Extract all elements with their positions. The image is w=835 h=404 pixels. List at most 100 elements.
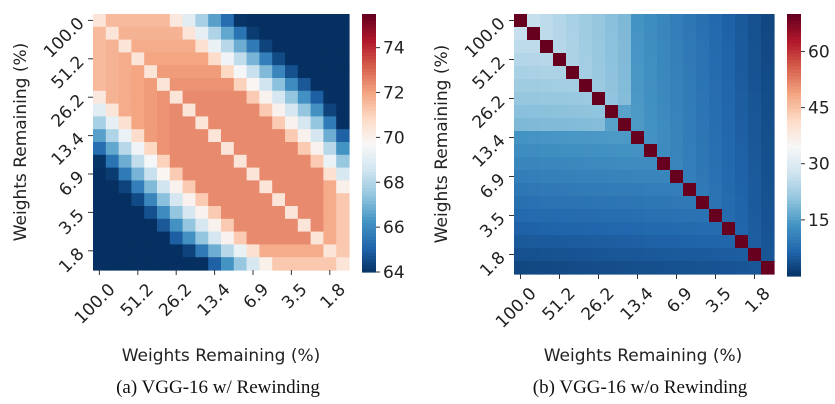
- heatmap-cell: [709, 131, 723, 145]
- heatmap-cell: [157, 26, 171, 41]
- heatmap-cell: [144, 26, 158, 41]
- heatmap-cell: [144, 180, 158, 194]
- colorbar-segment: [362, 172, 376, 176]
- colorbar-segment: [787, 128, 801, 133]
- colorbar-segment: [362, 194, 376, 199]
- heatmap-cell: [761, 222, 775, 236]
- heatmap-cell: [670, 53, 684, 67]
- heatmap-cell: [182, 129, 196, 143]
- colorbar-segment: [787, 40, 801, 45]
- heatmap-cell: [297, 103, 312, 117]
- heatmap-cell: [93, 39, 107, 53]
- heatmap-cell: [285, 65, 299, 79]
- heatmap-cell: [657, 209, 671, 223]
- heatmap-cell: [93, 116, 107, 130]
- heatmap-cell: [169, 39, 184, 53]
- heatmap-cell: [336, 142, 350, 156]
- heatmap-cell: [761, 196, 775, 210]
- colorbar-segment: [787, 141, 801, 146]
- heatmap-cell: [285, 154, 299, 169]
- heatmap-cell: [93, 244, 107, 258]
- heatmap-cell: [259, 206, 273, 220]
- heatmap-cell: [709, 222, 723, 236]
- heatmap-cell: [272, 154, 286, 169]
- heatmap-cell: [169, 129, 184, 143]
- heatmap-cell: [644, 248, 658, 262]
- heatmap-cell: [631, 196, 645, 210]
- colorbar-segment: [787, 220, 801, 225]
- heatmap-cell: [761, 131, 775, 145]
- heatmap-cell: [195, 39, 209, 53]
- heatmap-cell: [631, 53, 645, 67]
- heatmap-cell: [323, 193, 337, 207]
- heatmap-cell: [579, 14, 593, 28]
- heatmap-cell: [553, 209, 567, 223]
- heatmap-cell: [105, 78, 120, 92]
- heatmap-cell: [131, 14, 145, 28]
- heatmap-cell: [709, 170, 723, 184]
- heatmap-cell: [618, 248, 632, 262]
- heatmap-cell: [246, 14, 260, 28]
- heatmap-cell: [208, 65, 222, 79]
- heatmap-cell: [169, 90, 184, 105]
- heatmap-cell: [336, 180, 350, 194]
- heatmap-cell: [246, 78, 260, 92]
- heatmap-cell: [246, 244, 260, 258]
- heatmap-cell: [131, 90, 145, 105]
- heatmap-cell: [93, 26, 107, 41]
- heatmap-cell: [259, 193, 273, 207]
- heatmap-cell: [297, 129, 312, 143]
- heatmap-cell: [592, 170, 606, 184]
- heatmap-cell: [657, 222, 671, 236]
- heatmap-cell: [157, 231, 171, 245]
- colorbar-segment: [362, 246, 376, 251]
- heatmap-cell: [233, 39, 248, 53]
- heatmap-cell: [527, 79, 541, 93]
- colorbar-segment: [787, 76, 801, 81]
- heatmap-cell: [144, 167, 158, 181]
- heatmap-cell: [246, 90, 260, 105]
- heatmap-cell: [514, 209, 528, 223]
- colorbar-segment: [787, 151, 801, 156]
- heatmap-cell: [527, 222, 541, 236]
- heatmap-cell: [618, 222, 632, 236]
- colorbar-segment: [787, 243, 801, 248]
- heatmap-cell: [285, 26, 299, 41]
- heatmap-cell: [761, 261, 775, 275]
- heatmap-cell: [285, 116, 299, 130]
- heatmap-cell: [527, 248, 541, 262]
- heatmap-cell: [259, 142, 273, 156]
- heatmap-cell: [644, 196, 658, 210]
- heatmap-cell: [157, 244, 171, 258]
- heatmap-cell: [105, 167, 120, 181]
- heatmap-cell: [182, 244, 196, 258]
- colorbar-segment: [362, 133, 376, 138]
- colorbar-segment: [787, 158, 801, 162]
- colorbar-segment: [362, 175, 376, 180]
- heatmap-cell: [540, 118, 554, 132]
- heatmap-cell: [670, 235, 684, 249]
- colorbar-segment: [362, 181, 376, 186]
- heatmap-cell: [748, 105, 762, 119]
- heatmap-cell: [297, 78, 312, 92]
- heatmap-cell: [169, 52, 184, 66]
- heatmap-cell: [618, 144, 632, 158]
- heatmap-cell: [182, 231, 196, 245]
- heatmap-cell: [93, 78, 107, 92]
- heatmap-cell: [144, 39, 158, 53]
- heatmap-cell: [735, 183, 749, 197]
- heatmap-cell: [285, 39, 299, 53]
- heatmap-cell: [246, 167, 260, 181]
- heatmap-cell: [195, 193, 209, 207]
- colorbar-segment: [362, 55, 376, 60]
- heatmap-cell: [131, 244, 145, 258]
- heatmap-cell: [605, 27, 619, 41]
- colorbar-segment: [362, 242, 376, 247]
- heatmap-cell: [233, 167, 248, 181]
- colorbar-segment: [787, 262, 801, 267]
- colorbar-segment: [362, 110, 376, 115]
- heatmap-cell: [182, 167, 196, 181]
- heatmap-cell: [709, 105, 723, 119]
- colorbar-segment: [787, 122, 801, 126]
- heatmap-cell: [169, 231, 184, 245]
